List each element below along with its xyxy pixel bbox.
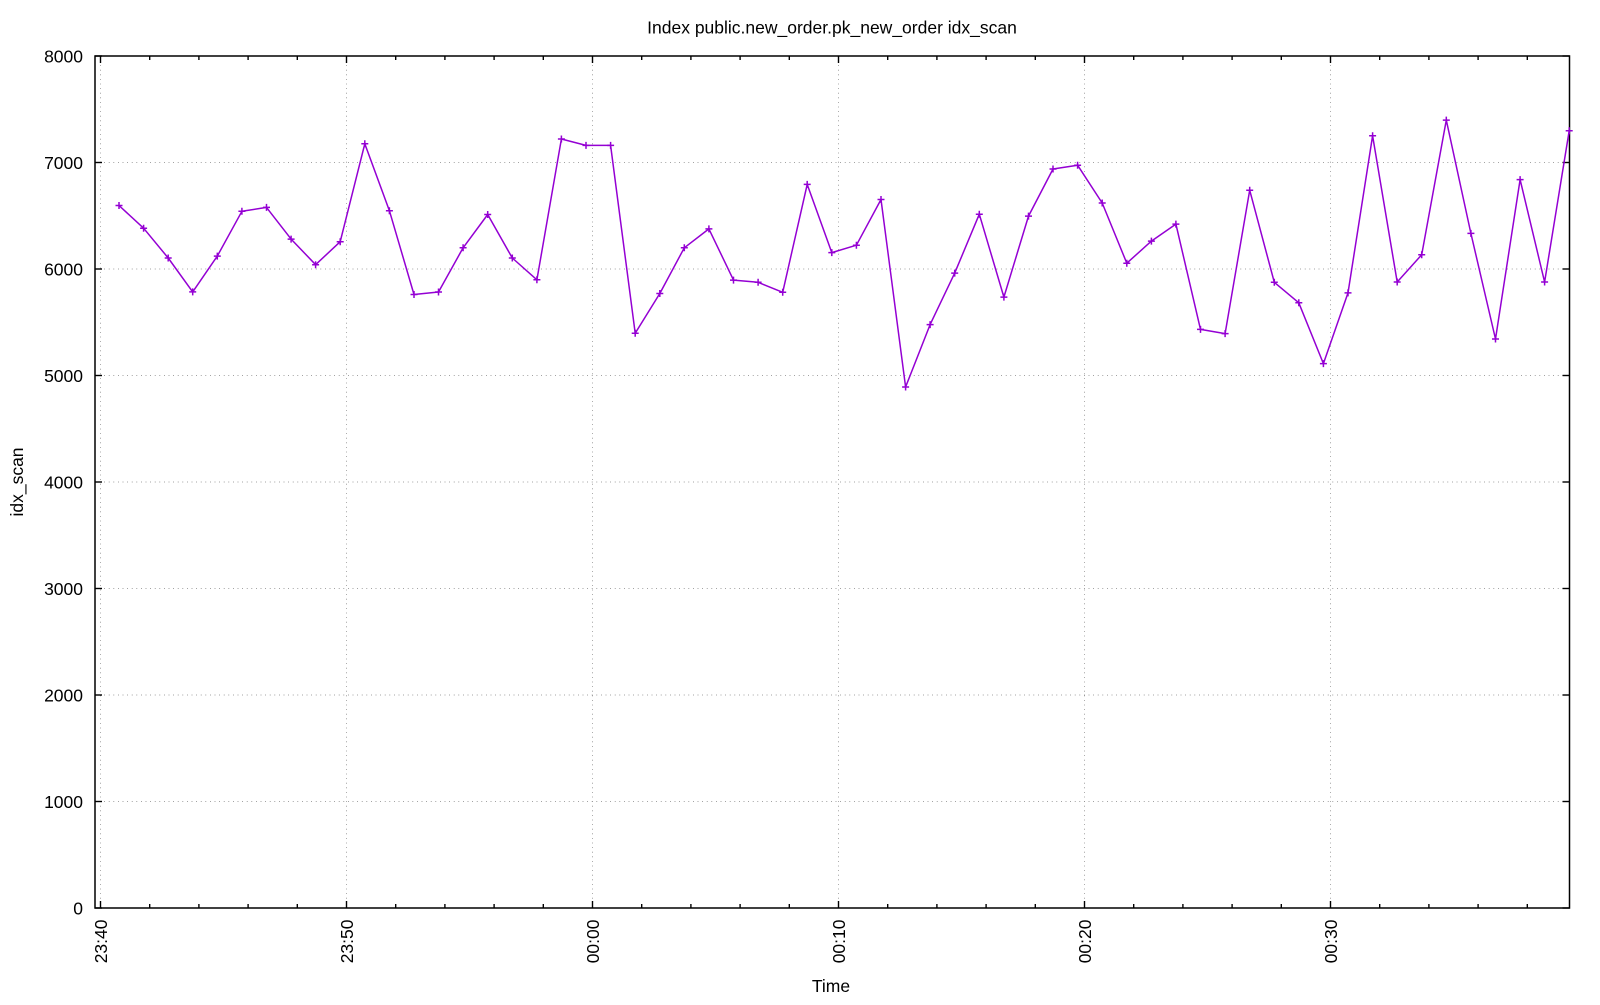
svg-text:23:40: 23:40 <box>91 919 111 963</box>
svg-text:2000: 2000 <box>44 686 83 706</box>
svg-text:23:50: 23:50 <box>337 919 357 963</box>
svg-text:00:10: 00:10 <box>829 919 849 963</box>
svg-text:Time: Time <box>812 976 850 996</box>
svg-text:6000: 6000 <box>44 260 83 280</box>
svg-text:5000: 5000 <box>44 366 83 386</box>
svg-text:00:30: 00:30 <box>1321 919 1341 963</box>
svg-text:00:00: 00:00 <box>583 919 603 963</box>
svg-text:00:20: 00:20 <box>1075 919 1095 963</box>
svg-text:1000: 1000 <box>44 792 83 812</box>
svg-text:8000: 8000 <box>44 47 83 67</box>
svg-text:7000: 7000 <box>44 153 83 173</box>
svg-text:0: 0 <box>73 899 83 919</box>
svg-text:Index public.new_order.pk_new_: Index public.new_order.pk_new_order idx_… <box>647 18 1017 39</box>
svg-text:4000: 4000 <box>44 473 83 493</box>
svg-text:idx_scan: idx_scan <box>7 447 28 516</box>
svg-text:3000: 3000 <box>44 579 83 599</box>
